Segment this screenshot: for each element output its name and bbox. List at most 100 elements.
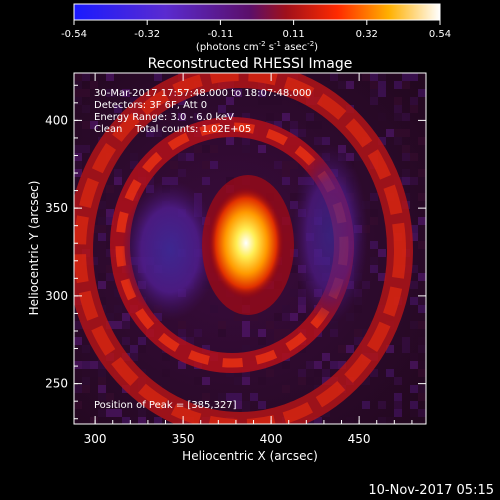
texture-pixel xyxy=(410,401,418,409)
texture-pixel xyxy=(98,233,106,241)
texture-pixel xyxy=(298,297,306,305)
texture-pixel xyxy=(418,177,426,185)
texture-pixel xyxy=(202,177,210,185)
y-tick-label: 250 xyxy=(45,377,68,391)
texture-pixel xyxy=(386,417,394,424)
texture-pixel xyxy=(322,417,330,424)
texture-pixel xyxy=(74,153,82,161)
texture-pixel xyxy=(330,73,338,81)
texture-pixel xyxy=(370,217,378,225)
texture-pixel xyxy=(194,145,202,153)
texture-pixel xyxy=(354,329,362,337)
texture-pixel xyxy=(258,97,266,105)
texture-pixel xyxy=(322,353,330,361)
texture-pixel xyxy=(226,113,234,121)
texture-pixel xyxy=(202,377,210,385)
texture-pixel xyxy=(138,345,146,353)
texture-pixel xyxy=(154,73,162,81)
texture-pixel xyxy=(106,321,114,329)
texture-pixel xyxy=(418,337,426,345)
texture-pixel xyxy=(282,177,290,185)
colorbar-ticks: -0.54 -0.32 -0.11 0.11 0.32 0.54 xyxy=(61,20,451,40)
texture-pixel xyxy=(130,161,138,169)
texture-pixel xyxy=(210,145,218,153)
texture-pixel xyxy=(378,273,386,281)
texture-pixel xyxy=(74,145,82,153)
texture-pixel xyxy=(98,385,106,393)
texture-pixel xyxy=(90,257,98,265)
texture-pixel xyxy=(194,377,202,385)
texture-pixel xyxy=(242,369,250,377)
texture-pixel xyxy=(106,265,114,273)
texture-pixel xyxy=(330,361,338,369)
texture-pixel xyxy=(306,113,314,121)
y-tick-label: 300 xyxy=(45,289,68,303)
texture-pixel xyxy=(226,393,234,401)
texture-pixel xyxy=(250,313,258,321)
texture-pixel xyxy=(122,89,130,97)
x-tick-label: 400 xyxy=(260,432,283,446)
texture-pixel xyxy=(290,289,298,297)
texture-pixel xyxy=(106,209,114,217)
texture-pixel xyxy=(402,81,410,89)
texture-pixel xyxy=(122,401,130,409)
texture-pixel xyxy=(138,129,146,137)
texture-pixel xyxy=(298,313,306,321)
texture-pixel xyxy=(274,313,282,321)
texture-pixel xyxy=(418,169,426,177)
texture-pixel xyxy=(82,145,90,153)
texture-pixel xyxy=(114,409,122,417)
texture-pixel xyxy=(282,361,290,369)
texture-pixel xyxy=(138,409,146,417)
texture-pixel xyxy=(346,81,354,89)
texture-pixel xyxy=(226,137,234,145)
colorbar-unit-label: (photons cm-2 s-1 asec-2) xyxy=(196,40,318,53)
texture-pixel xyxy=(74,385,82,393)
texture-pixel xyxy=(378,89,386,97)
texture-pixel xyxy=(402,177,410,185)
texture-pixel xyxy=(106,217,114,225)
texture-pixel xyxy=(290,193,298,201)
texture-pixel xyxy=(306,121,314,129)
heatmap-image xyxy=(74,73,426,424)
texture-pixel xyxy=(338,145,346,153)
texture-pixel xyxy=(242,329,250,337)
texture-pixel xyxy=(418,409,426,417)
texture-pixel xyxy=(74,73,82,81)
texture-pixel xyxy=(322,137,330,145)
texture-pixel xyxy=(258,377,266,385)
texture-pixel xyxy=(210,113,218,121)
texture-pixel xyxy=(170,161,178,169)
texture-pixel xyxy=(362,201,370,209)
texture-pixel xyxy=(90,417,98,424)
texture-pixel xyxy=(154,129,162,137)
texture-pixel xyxy=(242,137,250,145)
y-tick-label: 400 xyxy=(45,113,68,127)
x-tick-label: 350 xyxy=(172,432,195,446)
texture-pixel xyxy=(394,393,402,401)
texture-pixel xyxy=(418,361,426,369)
texture-pixel xyxy=(74,105,82,113)
texture-pixel xyxy=(82,345,90,353)
texture-pixel xyxy=(74,97,82,105)
texture-pixel xyxy=(418,137,426,145)
texture-pixel xyxy=(106,313,114,321)
texture-pixel xyxy=(82,73,90,81)
texture-pixel xyxy=(410,233,418,241)
texture-pixel xyxy=(122,337,130,345)
texture-pixel xyxy=(98,217,106,225)
texture-pixel xyxy=(418,297,426,305)
texture-pixel xyxy=(362,281,370,289)
texture-pixel xyxy=(410,153,418,161)
texture-pixel xyxy=(354,297,362,305)
texture-pixel xyxy=(394,137,402,145)
texture-pixel xyxy=(74,161,82,169)
texture-pixel xyxy=(394,113,402,121)
texture-pixel xyxy=(346,345,354,353)
texture-pixel xyxy=(338,345,346,353)
texture-pixel xyxy=(250,393,258,401)
texture-pixel xyxy=(410,297,418,305)
texture-pixel xyxy=(298,369,306,377)
texture-pixel xyxy=(82,129,90,137)
texture-pixel xyxy=(290,265,298,273)
